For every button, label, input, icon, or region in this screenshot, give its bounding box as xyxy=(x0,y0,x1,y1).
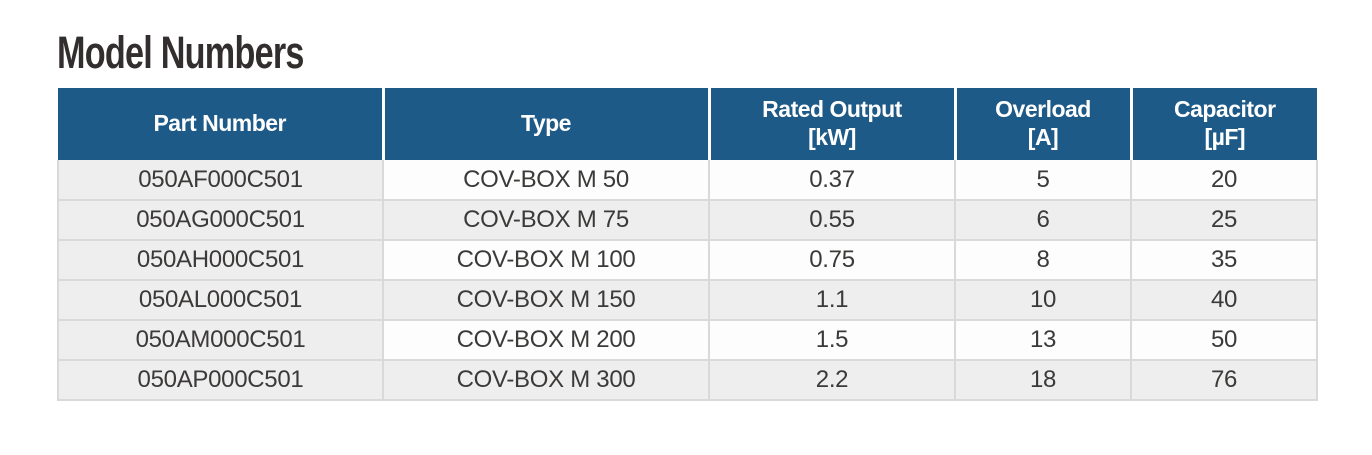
cell-rated-output: 0.75 xyxy=(708,239,956,281)
cell-rated-output: 1.5 xyxy=(708,319,956,361)
table-header-row: Part Number Type Rated Output [kW] Overl… xyxy=(58,88,1317,160)
cell-rated-output: 0.55 xyxy=(708,199,956,241)
cell-overload: 8 xyxy=(954,239,1132,281)
cell-capacitor: 50 xyxy=(1130,319,1318,361)
table-body: 050AF000C501 COV-BOX M 50 0.37 5 20 050A… xyxy=(57,160,1318,401)
cell-part-number: 050AL000C501 xyxy=(57,279,384,321)
table-row: 050AM000C501 COV-BOX M 200 1.5 13 50 xyxy=(57,319,1318,361)
cell-rated-output: 1.1 xyxy=(708,279,956,321)
cell-rated-output: 2.2 xyxy=(708,359,956,401)
cell-type: COV-BOX M 200 xyxy=(382,319,710,361)
cell-capacitor: 76 xyxy=(1130,359,1318,401)
table-row: 050AL000C501 COV-BOX M 150 1.1 10 40 xyxy=(57,279,1318,321)
cell-overload: 18 xyxy=(954,359,1132,401)
cell-type: COV-BOX M 300 xyxy=(382,359,710,401)
cell-type: COV-BOX M 100 xyxy=(382,239,710,281)
model-numbers-table: Part Number Type Rated Output [kW] Overl… xyxy=(57,88,1318,401)
table-row: 050AG000C501 COV-BOX M 75 0.55 6 25 xyxy=(57,199,1318,241)
table-row: 050AF000C501 COV-BOX M 50 0.37 5 20 xyxy=(57,160,1318,201)
cell-overload: 13 xyxy=(954,319,1132,361)
cell-overload: 10 xyxy=(954,279,1132,321)
cell-type: COV-BOX M 150 xyxy=(382,279,710,321)
cell-capacitor: 35 xyxy=(1130,239,1318,281)
cell-part-number: 050AF000C501 xyxy=(57,160,384,201)
cell-rated-output: 0.37 xyxy=(708,160,956,201)
column-header-capacitor: Capacitor [µF] xyxy=(1129,88,1317,160)
column-header-part-number: Part Number xyxy=(58,88,383,160)
datasheet-page: Model Numbers Part Number Type Rated Out… xyxy=(57,27,1318,401)
cell-type: COV-BOX M 75 xyxy=(382,199,710,241)
cell-overload: 5 xyxy=(954,160,1132,201)
cell-overload: 6 xyxy=(954,199,1132,241)
cell-capacitor: 25 xyxy=(1130,199,1318,241)
table-row: 050AP000C501 COV-BOX M 300 2.2 18 76 xyxy=(57,359,1318,401)
column-header-rated-output: Rated Output [kW] xyxy=(707,88,955,160)
table-row: 050AH000C501 COV-BOX M 100 0.75 8 35 xyxy=(57,239,1318,281)
column-header-overload: Overload [A] xyxy=(953,88,1131,160)
cell-part-number: 050AH000C501 xyxy=(57,239,384,281)
column-header-type: Type xyxy=(381,88,709,160)
table-header: Part Number Type Rated Output [kW] Overl… xyxy=(58,88,1317,160)
page-title: Model Numbers xyxy=(57,27,304,78)
cell-part-number: 050AM000C501 xyxy=(57,319,384,361)
cell-part-number: 050AP000C501 xyxy=(57,359,384,401)
cell-capacitor: 20 xyxy=(1130,160,1318,201)
cell-capacitor: 40 xyxy=(1130,279,1318,321)
cell-part-number: 050AG000C501 xyxy=(57,199,384,241)
cell-type: COV-BOX M 50 xyxy=(382,160,710,201)
